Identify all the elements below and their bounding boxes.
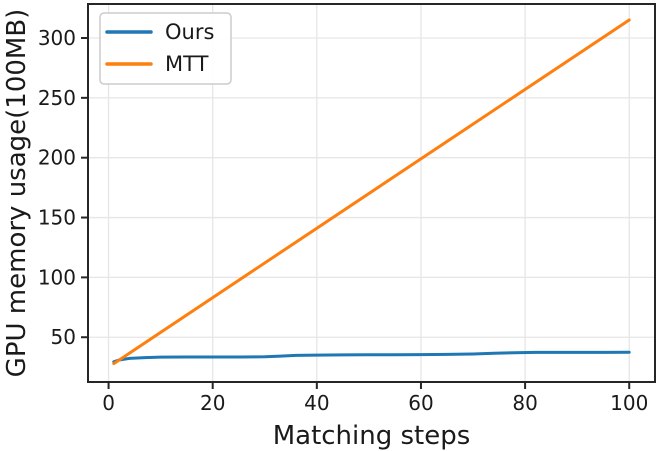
y-tick-label: 300 [38,26,76,50]
x-tick-label: 20 [200,391,225,415]
y-tick-label: 100 [38,265,76,289]
legend-label-mtt: MTT [165,52,209,76]
x-tick-label: 80 [512,391,537,415]
legend-label-ours: Ours [165,20,214,44]
y-tick-label: 200 [38,146,76,170]
series-line-ours [112,350,631,364]
y-tick-label: 150 [38,206,76,230]
x-tick-label: 60 [408,391,433,415]
y-axis-label: GPU memory usage(100MB) [2,9,32,378]
x-axis-label: Matching steps [273,421,471,451]
y-tick-label: 50 [51,325,76,349]
x-tick-label: 0 [102,391,115,415]
series-line-mtt [112,18,631,366]
x-tick-label: 40 [304,391,329,415]
x-tick-label: 100 [610,391,648,415]
y-tick-label: 250 [38,86,76,110]
plot-border [87,3,656,383]
